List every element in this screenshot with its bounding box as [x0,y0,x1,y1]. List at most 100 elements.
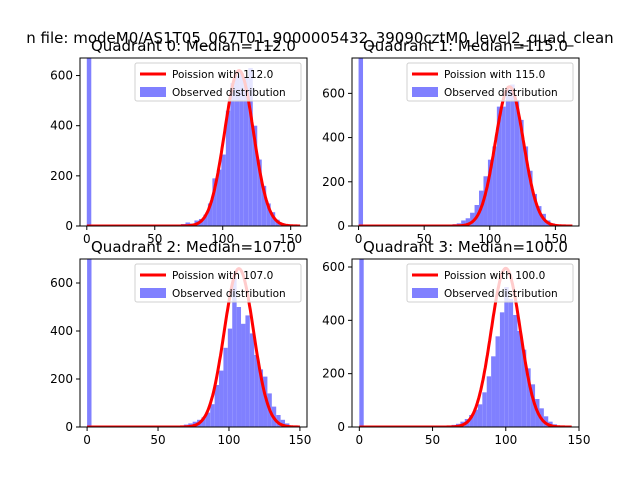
axes-frame [351,258,580,428]
x-tick-label: 150 [544,232,567,246]
y-tick-label: 0 [337,420,345,434]
y-tick-label: 200 [322,367,345,381]
histogram-bar [465,218,471,226]
histogram-bar [487,159,493,226]
x-tick-label: 50 [150,433,165,447]
quadrant-1-title: Quadrant 1: Median=115.0 [363,37,568,55]
histogram-bar [499,312,505,427]
y-tick-label: 200 [50,169,73,183]
y-tick-label: 400 [322,313,345,327]
x-tick-label: 150 [568,433,591,447]
histogram-bar [221,154,226,226]
y-tick-label: 600 [322,86,345,100]
quadrant-3-panel: Quadrant 3: Median=100.0 0 50 100 150 0 200 400… [322,238,590,447]
histogram-bar [528,170,533,226]
legend-box [406,62,574,102]
histogram-bar [239,73,244,226]
histogram-bar [359,259,364,427]
histogram-bar [530,384,536,427]
y-tick-label: 200 [50,372,73,386]
x-tick-label: 150 [288,433,311,447]
histogram-bar [521,349,527,427]
histogram-bar [216,169,222,226]
y-tick-label: 400 [50,119,73,133]
histogram-bar [496,106,502,226]
histogram-bar [87,259,92,427]
histogram-bar [483,176,488,226]
legend-box [134,263,302,303]
histogram-bar [510,84,515,226]
histogram-bar [210,404,215,427]
histogram-bar [537,206,542,226]
histogram-bar [532,193,538,226]
histogram-bar [514,100,520,226]
poisson-curve [86,69,301,226]
histogram-bar [519,119,524,226]
histogram-bar [501,106,506,226]
plot-area [358,259,573,427]
histogram-bar [225,110,231,226]
legend-box [406,263,574,303]
histogram-bar [261,185,267,226]
histogram-bar [263,376,268,427]
histogram-bar [461,220,466,226]
y-tick-label: 200 [322,175,345,189]
x-tick-label: 0 [83,433,91,447]
poisson-curve [86,267,301,427]
histogram-bar [469,415,474,427]
legend-label: Poission with 107.0 [172,270,273,282]
quadrant-3-title: Quadrant 3: Median=100.0 [363,238,568,256]
y-tick-label: 0 [65,420,73,434]
histogram-bar [236,307,242,427]
histogram-bar [205,412,211,427]
poisson-curve [357,85,574,226]
histogram-bar [243,78,249,226]
histogram-bar [505,88,511,226]
legend-patch-swatch [140,87,166,97]
histogram-bar [257,159,262,226]
histogram-bar [249,333,255,427]
x-tick-label: 0 [83,232,91,246]
histogram-bar [358,58,364,226]
y-tick-label: 600 [50,276,73,290]
y-tick-label: 400 [322,131,345,145]
quadrant-0-panel: Quadrant 0: Median=112.0 0 50 100 150 0 200 400… [50,37,308,246]
quadrant-2-title: Quadrant 2: Median=107.0 [91,238,296,256]
legend-label: Poission with 115.0 [444,69,545,81]
legend-patch-swatch [412,87,438,97]
subplot-grid: Quadrant 0: Median=112.0 0 50 100 150 0 200 400… [50,37,590,447]
histogram-bar [270,212,276,226]
histogram-bar [232,278,237,427]
histogram-bar [86,58,92,226]
histogram-bar [219,370,224,427]
histogram-bar [248,68,253,226]
histogram-bar [227,328,233,427]
legend-label: Observed distribution [172,87,286,99]
y-tick-label: 0 [65,219,73,233]
poisson-curve [358,266,573,427]
figure-suptitle: n file: modeM0/AS1T05_067T01_9000005432_… [26,29,613,48]
histogram-bar [214,385,220,427]
histogram-bar [513,315,518,427]
histogram-bar [486,376,492,427]
histogram-bar [223,347,228,427]
legend-box [134,62,302,102]
histogram-bar [492,146,497,226]
legend-label: Poission with 100.0 [444,270,545,282]
y-tick-label: 0 [337,219,345,233]
x-tick-label: 0 [355,232,363,246]
histogram-bar [252,125,258,226]
axes-frame [79,258,308,428]
axes-frame [79,57,308,227]
histogram-bar [517,331,522,427]
plot-area [86,58,301,226]
y-tick-label: 400 [50,324,73,338]
histogram-bar [203,214,208,226]
histogram-bar [504,287,509,427]
x-tick-label: 50 [417,232,432,246]
histogram-bar [495,336,500,427]
x-tick-label: 100 [478,232,501,246]
y-tick-label: 600 [322,260,345,274]
histogram-bar [201,417,206,427]
legend: Poission with 115.0 Observed distribution [406,62,574,102]
